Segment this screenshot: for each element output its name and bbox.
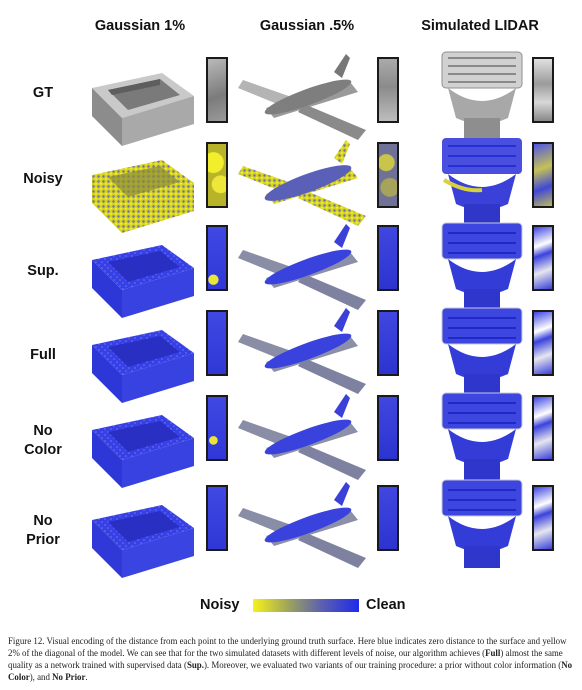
- gt-lidar-image: [441, 51, 523, 140]
- full-bathtub-image: [92, 330, 194, 403]
- sup-inset-3: [532, 225, 554, 291]
- gt-inset-3: [532, 57, 554, 123]
- nocolor-inset-2: [377, 395, 399, 461]
- column-header-lidar: Simulated LIDAR: [421, 18, 539, 34]
- row-label-no-color: No Color: [24, 423, 62, 458]
- noprior-inset-1: [206, 485, 228, 551]
- noprior-inset-3: [532, 485, 554, 551]
- noisy-inset-1: [206, 142, 228, 208]
- gt-bathtub-image: [92, 73, 194, 146]
- gt-inset-2: [377, 57, 399, 123]
- sup-bathtub-image: [92, 245, 194, 318]
- sup-inset-2: [377, 225, 399, 291]
- noprior-lidar-image: [441, 479, 523, 568]
- sup-airplane-image: [238, 224, 366, 310]
- noprior-bathtub-image: [92, 505, 194, 578]
- legend-clean-label: Clean: [366, 597, 406, 613]
- full-airplane-image: [238, 308, 366, 394]
- legend-noisy-label: Noisy: [200, 597, 240, 613]
- full-inset-2: [377, 310, 399, 376]
- full-lidar-image: [441, 307, 523, 396]
- noisy-lidar-image: [442, 138, 522, 226]
- noprior-inset-2: [377, 485, 399, 551]
- full-inset-3: [532, 310, 554, 376]
- row-label-sup: Sup.: [27, 263, 59, 279]
- noisy-inset-3: [532, 142, 554, 208]
- nocolor-airplane-image: [238, 394, 366, 480]
- noisy-bathtub-image: [92, 160, 194, 233]
- row-label-full: Full: [30, 347, 56, 363]
- nocolor-bathtub-image: [92, 415, 194, 488]
- sup-inset-1: [206, 225, 228, 291]
- noprior-airplane-image: [238, 482, 366, 568]
- row-label-noisy: Noisy: [23, 171, 63, 187]
- full-inset-1: [206, 310, 228, 376]
- nocolor-inset-3: [532, 395, 554, 461]
- column-header-gaussian-1: Gaussian 1%: [94, 18, 186, 34]
- sup-lidar-image: [441, 222, 523, 311]
- row-label-gt: GT: [32, 85, 54, 101]
- gt-inset-1: [206, 57, 228, 123]
- column-header-gaussian-05: Gaussian .5%: [259, 18, 355, 34]
- legend-colorbar: [253, 599, 359, 612]
- noisy-inset-2: [377, 142, 399, 208]
- noisy-airplane-image: [238, 140, 366, 226]
- nocolor-inset-1: [206, 395, 228, 461]
- row-label-no-prior: No Prior: [26, 513, 60, 548]
- gt-airplane-image: [238, 54, 366, 140]
- figure-caption: Figure 12. Visual encoding of the distan…: [8, 636, 573, 682]
- nocolor-lidar-image: [441, 392, 523, 481]
